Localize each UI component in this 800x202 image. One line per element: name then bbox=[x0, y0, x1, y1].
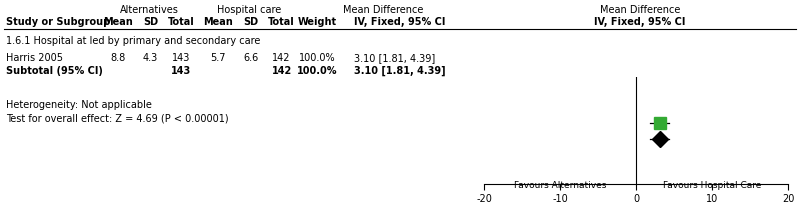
Text: 3.10 [1.81, 4.39]: 3.10 [1.81, 4.39] bbox=[354, 66, 446, 76]
Text: Alternatives: Alternatives bbox=[120, 5, 179, 15]
Text: IV, Fixed, 95% CI: IV, Fixed, 95% CI bbox=[354, 17, 446, 27]
Text: 142: 142 bbox=[271, 66, 292, 76]
Text: Favours Alternatives: Favours Alternatives bbox=[514, 181, 606, 190]
Text: 6.6: 6.6 bbox=[243, 53, 259, 63]
Text: Mean: Mean bbox=[103, 17, 134, 27]
Text: SD: SD bbox=[143, 17, 158, 27]
Text: Study or Subgroup: Study or Subgroup bbox=[6, 17, 110, 27]
Text: 3.10 [1.81, 4.39]: 3.10 [1.81, 4.39] bbox=[354, 53, 436, 63]
Text: SD: SD bbox=[244, 17, 258, 27]
Text: Mean: Mean bbox=[202, 17, 233, 27]
Text: Heterogeneity: Not applicable: Heterogeneity: Not applicable bbox=[6, 100, 152, 110]
Text: 8.8: 8.8 bbox=[110, 53, 126, 63]
Text: Weight: Weight bbox=[298, 17, 337, 27]
Text: 5.7: 5.7 bbox=[210, 53, 226, 63]
Text: 100.0%: 100.0% bbox=[299, 53, 336, 63]
Text: 1.6.1 Hospital at led by primary and secondary care: 1.6.1 Hospital at led by primary and sec… bbox=[6, 36, 261, 46]
Text: 4.3: 4.3 bbox=[142, 53, 158, 63]
Text: 100.0%: 100.0% bbox=[298, 66, 338, 76]
Text: Subtotal (95% CI): Subtotal (95% CI) bbox=[6, 66, 103, 76]
Text: Favours Hospital Care: Favours Hospital Care bbox=[663, 181, 761, 190]
Text: Mean Difference: Mean Difference bbox=[600, 5, 680, 15]
Text: 143: 143 bbox=[170, 66, 191, 76]
Text: 143: 143 bbox=[172, 53, 190, 63]
Text: Harris 2005: Harris 2005 bbox=[6, 53, 63, 63]
Text: Test for overall effect: Z = 4.69 (P < 0.00001): Test for overall effect: Z = 4.69 (P < 0… bbox=[6, 113, 229, 123]
Text: Mean Difference: Mean Difference bbox=[342, 5, 423, 15]
Text: Total: Total bbox=[268, 17, 295, 27]
Text: 142: 142 bbox=[272, 53, 291, 63]
Text: Total: Total bbox=[167, 17, 194, 27]
Text: IV, Fixed, 95% CI: IV, Fixed, 95% CI bbox=[594, 17, 686, 27]
Text: Hospital care: Hospital care bbox=[218, 5, 282, 15]
